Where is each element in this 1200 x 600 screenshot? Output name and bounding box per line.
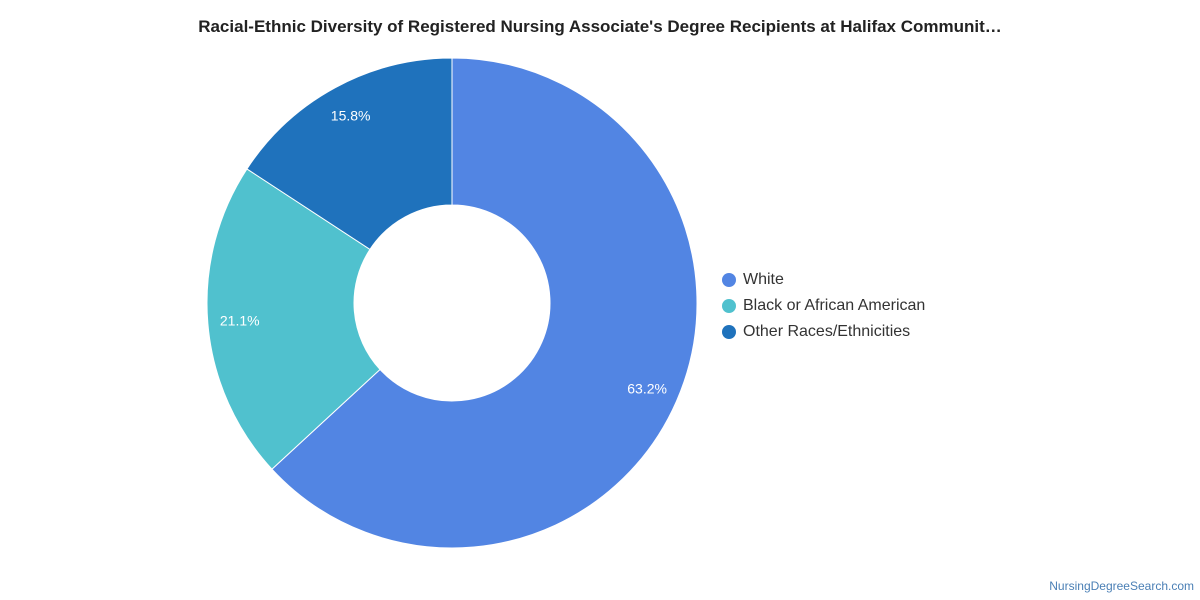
chart-legend: White Black or African American Other Race…: [722, 267, 925, 345]
legend-swatch: [722, 299, 736, 313]
legend-swatch: [722, 273, 736, 287]
legend-label: Other Races/Ethnicities: [743, 323, 911, 340]
legend-label: Black or African American: [743, 297, 926, 314]
donut-slice-other-races-ethnicities[interactable]: [246, 57, 453, 251]
slice-value-label: 15.8%: [331, 108, 371, 124]
source-watermark[interactable]: NursingDegreeSearch.com: [1049, 579, 1194, 593]
chart-title: Racial-Ethnic Diversity of Registered Nu…: [198, 17, 1002, 36]
legend-item[interactable]: White: [722, 267, 925, 293]
donut-slice-black-or-african-american[interactable]: [206, 168, 381, 470]
legend-item[interactable]: Other Races/Ethnicities: [722, 319, 925, 345]
legend-label: White: [743, 271, 784, 288]
slice-value-label: 63.2%: [627, 380, 667, 396]
legend-swatch: [722, 325, 736, 339]
legend-item[interactable]: Black or African American: [722, 293, 925, 319]
slice-value-label: 21.1%: [220, 313, 260, 329]
donut-slice-white[interactable]: [271, 57, 698, 549]
